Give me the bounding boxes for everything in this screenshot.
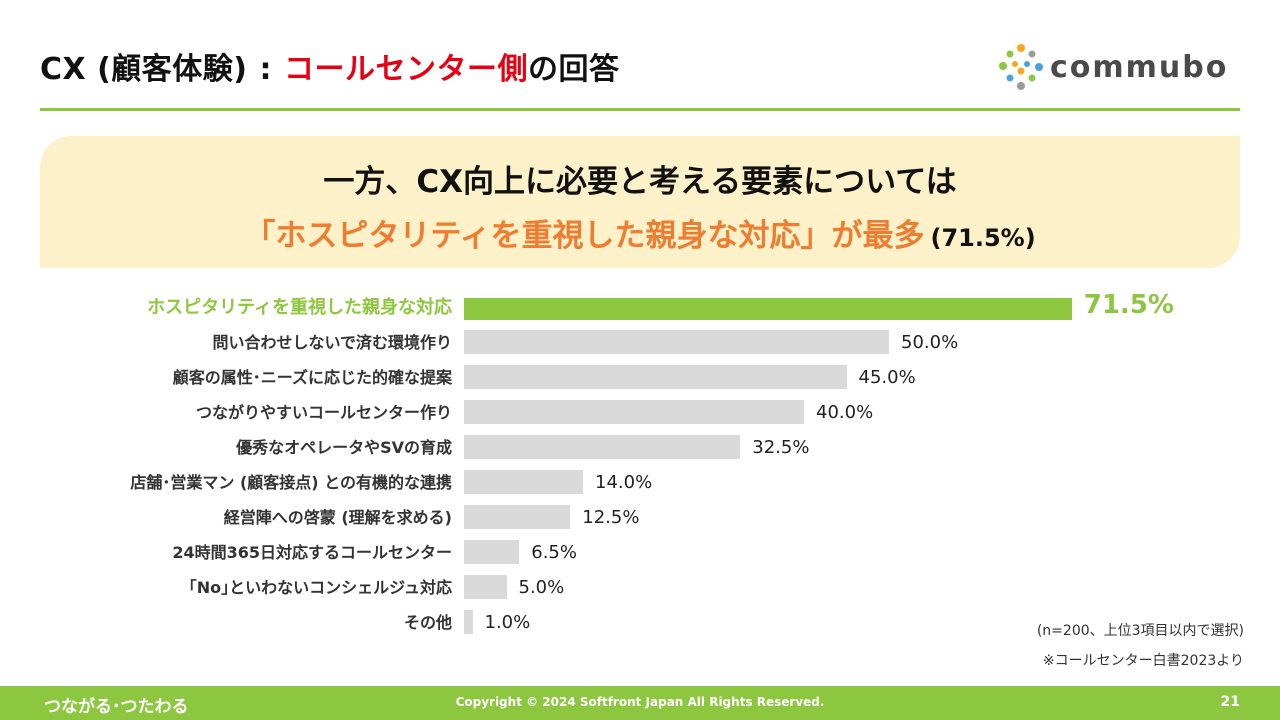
bar-row: つながりやすいコールセンター作り 40.0% (0, 395, 1280, 429)
bar (464, 365, 847, 389)
footer-bar: つながる･つたわる Copyright © 2024 Softfront Jap… (0, 686, 1280, 720)
header-divider (40, 108, 1240, 111)
banner-highlight-text: 「ホスピタリティを重視した親身な対応」が最多 (244, 218, 925, 254)
title-accent: コールセンター側 (284, 52, 529, 87)
bar (464, 330, 889, 354)
bar (464, 435, 741, 459)
bar-row: ｢No｣といわないコンシェルジュ対応 5.0% (0, 570, 1280, 604)
bar (464, 575, 507, 599)
category-label: その他 (403, 613, 452, 632)
bar-row: 顧客の属性･ニーズに応じた的確な提案 45.0% (0, 360, 1280, 394)
category-label: 顧客の属性･ニーズに応じた的確な提案 (172, 368, 452, 387)
category-label: 問い合わせしないで済む環境作り (212, 333, 452, 352)
category-label: ホスピタリティを重視した親身な対応 (147, 297, 452, 318)
footer-copyright: Copyright © 2024 Softfront Japan All Rig… (455, 695, 825, 709)
page-title: CX (顧客体験): コールセンター側の回答 (40, 44, 620, 88)
bar-row: その他 1.0% (0, 605, 1280, 639)
value-label: 6.5% (531, 542, 577, 563)
bar-row: 問い合わせしないで済む環境作り 50.0% (0, 325, 1280, 359)
category-label: 経営陣への啓蒙 (理解を求める) (223, 508, 452, 527)
value-label: 32.5% (752, 437, 810, 458)
source-note: ※コールセンター白書2023より (1042, 653, 1244, 669)
value-label: 1.0% (484, 612, 531, 633)
bar (464, 505, 571, 529)
bar (464, 470, 583, 494)
logo-text: commubo (1050, 49, 1229, 85)
category-label: 店舗･営業マン (顧客接点) との有機的な連携 (130, 473, 452, 492)
bar-row: 24時間365日対応するコールセンター 6.5% (0, 535, 1280, 569)
banner-line-2: 「ホスピタリティを重視した親身な対応」が最多 (71.5%) (40, 210, 1240, 255)
title-separator: : (259, 52, 273, 87)
value-label: 40.0% (816, 402, 874, 423)
banner-percent: (71.5%) (930, 224, 1036, 252)
category-label: 優秀なオペレータやSVの育成 (236, 438, 452, 457)
value-label: 5.0% (518, 577, 565, 598)
bar-row: 優秀なオペレータやSVの育成 32.5% (0, 430, 1280, 464)
value-label: 71.5% (1083, 290, 1174, 320)
category-label: つながりやすいコールセンター作り (195, 403, 452, 422)
value-label: 14.0% (595, 472, 653, 493)
bar (464, 540, 520, 564)
commubo-logo: commubo (996, 42, 1228, 92)
bar-row: 経営陣への啓蒙 (理解を求める) 12.5% (0, 500, 1280, 534)
bar (464, 610, 473, 634)
value-label: 45.0% (858, 367, 916, 388)
bar-row: ホスピタリティを重視した親身な対応 71.5% (0, 290, 1280, 324)
bar (464, 298, 1072, 320)
title-suffix: の回答 (528, 52, 620, 87)
commubo-dots-icon (999, 44, 1043, 90)
category-label: 24時間365日対応するコールセンター (172, 543, 452, 562)
bar (464, 400, 804, 424)
banner-line-1: 一方、CX向上に必要と考える要素については (323, 164, 957, 200)
footer-tagline: つながる･つたわる (44, 697, 189, 717)
category-label: ｢No｣といわないコンシェルジュ対応 (188, 578, 452, 597)
sample-note: (n=200、上位3項目以内で選択) (1036, 623, 1244, 639)
bar-row: 店舗･営業マン (顧客接点) との有機的な連携 14.0% (0, 465, 1280, 499)
headline-banner: 一方、CX向上に必要と考える要素については 「ホスピタリティを重視した親身な対応… (40, 136, 1240, 268)
value-label: 12.5% (582, 507, 640, 528)
page-number: 21 (1220, 694, 1240, 710)
bar-chart: ホスピタリティを重視した親身な対応 71.5% 問い合わせしないで済む環境作り 50.… (0, 290, 1280, 650)
title-prefix: CX (顧客体験) (40, 52, 248, 87)
value-label: 50.0% (901, 332, 959, 353)
